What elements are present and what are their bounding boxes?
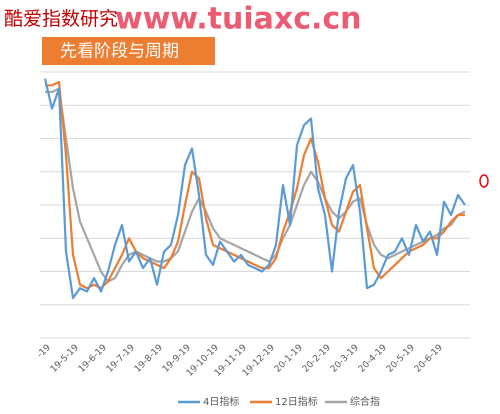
series-line <box>45 87 466 283</box>
watermark: www.tuiaxc.cn <box>115 2 362 37</box>
banner-box <box>42 37 215 65</box>
brand: 酷爱指数研究 <box>4 8 118 30</box>
banner-text: 先看阶段与周期 <box>60 42 179 62</box>
series-line <box>45 80 465 290</box>
legend-label: 12日指标 <box>275 395 318 408</box>
legend-label: 4日指标 <box>203 395 239 408</box>
series-line <box>43 78 466 300</box>
legend-label: 综合指 <box>350 395 380 408</box>
annotation-circle <box>479 174 489 188</box>
